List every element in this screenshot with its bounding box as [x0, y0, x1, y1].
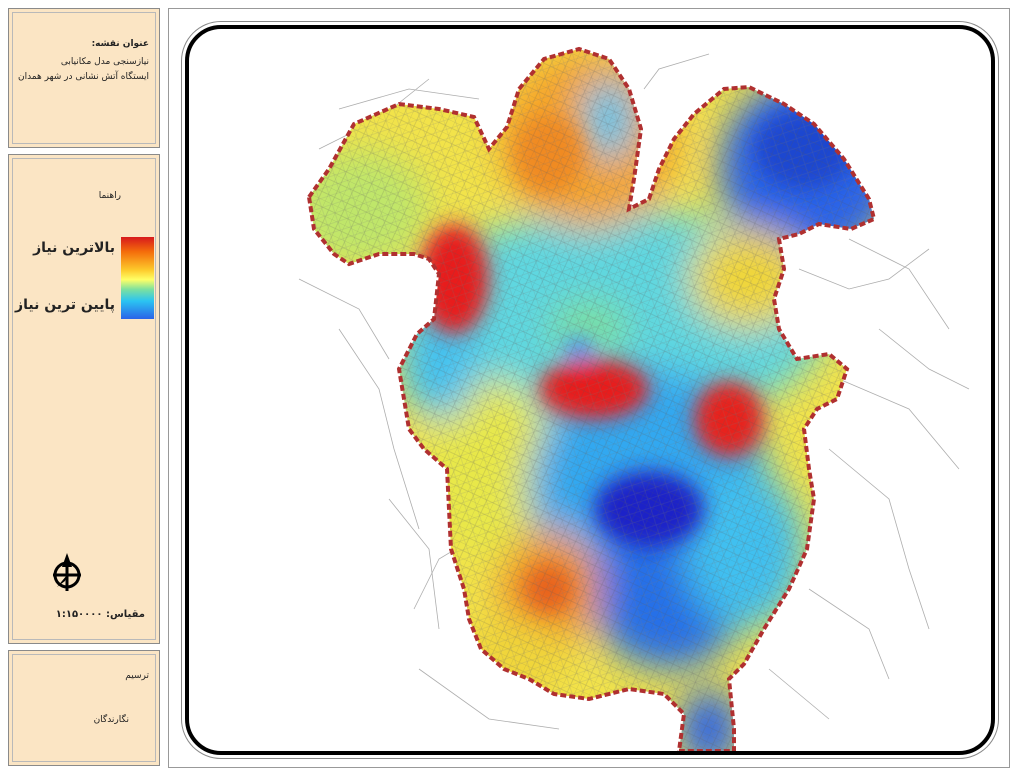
map-title-line-2: ایستگاه آتش نشانی در شهر همدان	[17, 72, 149, 82]
credits-panel: ترسیم نگارندگان	[8, 650, 160, 766]
title-panel: عنوان نقشه: نیازسنجی مدل مکانیابی ایستگا…	[8, 8, 160, 148]
map-frame	[185, 25, 995, 755]
credits-names: نگارندگان	[93, 715, 129, 725]
map-sidebar: عنوان نقشه: نیازسنجی مدل مکانیابی ایستگا…	[8, 8, 160, 766]
heat-surface	[309, 49, 874, 751]
credits-label: ترسیم	[125, 671, 149, 681]
map-panel	[168, 8, 1010, 768]
demand-heatmap	[298, 47, 970, 751]
map-title-label: عنوان نقشه:	[91, 39, 149, 49]
map-title-line-1: نیازسنجی مدل مکانیابی	[60, 57, 149, 67]
scale-text: مقیاس: ۱:۱۵۰۰۰۰	[55, 609, 145, 620]
legend-low-label: پایین ترین نیاز	[15, 297, 115, 313]
legend-title: راهنما	[98, 191, 121, 201]
legend-panel: راهنما بالاترین نیاز پایین ترین نیاز مقی…	[8, 154, 160, 644]
color-ramp	[121, 237, 154, 319]
legend-high-label: بالاترین نیاز	[33, 240, 115, 256]
north-arrow-icon	[53, 553, 81, 591]
